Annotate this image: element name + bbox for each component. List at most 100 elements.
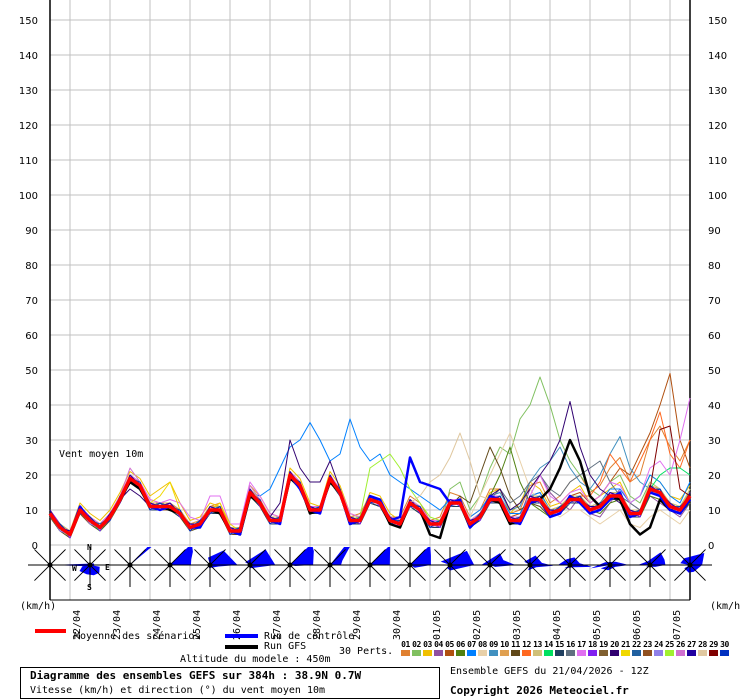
wind-rose-wedge (524, 555, 554, 571)
y-tick-label-left: 110 (19, 156, 38, 167)
x-tick-label: 30/04 (392, 610, 403, 640)
legend-mean-label: Moyenne des scénarios (74, 631, 201, 642)
y-tick-label-left: 130 (19, 86, 38, 97)
legend-mean-swatch (35, 629, 66, 633)
chart-subtitle: Vitesse (km/h) et direction (°) du vent … (30, 685, 326, 696)
legend-pert-swatch (467, 650, 476, 656)
legend-pert-number: 10 (500, 640, 509, 649)
wind-rose-wedge (290, 547, 314, 566)
y-tick-label-right: 120 (708, 121, 727, 132)
legend-pert-swatch (610, 650, 619, 656)
y-tick-label-right: 140 (708, 51, 727, 62)
legend-pert-number: 28 (698, 640, 707, 649)
legend-pert-number: 12 (522, 640, 531, 649)
legend-pert-number: 21 (621, 640, 630, 649)
title-box: Diagramme des ensembles GEFS sur 384h : … (20, 667, 440, 699)
wind-rose-wedge (245, 549, 276, 569)
wind-rose-center (407, 562, 413, 568)
legend-pert-swatch (599, 650, 608, 656)
legend-pert-number: 24 (654, 640, 663, 649)
y-tick-label-left: 150 (19, 16, 38, 27)
legend-pert-swatch (643, 650, 652, 656)
y-tick-label-right: 10 (708, 506, 721, 517)
y-tick-label-right: 90 (708, 226, 721, 237)
x-tick-label: 24/04 (152, 610, 163, 640)
legend-pert-number: 16 (566, 640, 575, 649)
legend-pert-number: 08 (478, 640, 487, 649)
series-pert-02 (49, 376, 691, 539)
legend-pert-swatch (665, 650, 674, 656)
y-tick-label-right: 30 (708, 436, 721, 447)
legend-pert-swatch (401, 650, 410, 656)
y-tick-label-left: 90 (25, 226, 38, 237)
legend-pert-number: 02 (412, 640, 421, 649)
x-tick-label: 22/04 (72, 610, 83, 640)
legend-pert-number: 25 (665, 640, 674, 649)
wind-rose-center (647, 562, 653, 568)
legend-pert-swatch (687, 650, 696, 656)
copyright: Copyright 2026 Meteociel.fr (450, 684, 629, 697)
y-tick-label-left: 100 (19, 191, 38, 202)
legend-pert-swatch (676, 650, 685, 656)
y-tick-label-right: 150 (708, 16, 727, 27)
series-pert-07 (49, 418, 691, 535)
wind-rose-center (327, 562, 333, 568)
legend-pert-swatch (500, 650, 509, 656)
legend-pert-swatch (632, 650, 641, 656)
y-tick-label-right: 0 (708, 541, 714, 552)
legend-pert-number: 05 (445, 640, 454, 649)
legend-control-label: Run de contrôle (264, 631, 355, 642)
legend-pert-swatch (709, 650, 718, 656)
series-control (48, 456, 692, 536)
legend-pert-number: 04 (434, 640, 443, 649)
legend-pert-number: 09 (489, 640, 498, 649)
wind-rose-center (207, 562, 213, 568)
legend-perts-label: 30 Perts. (339, 646, 394, 657)
wind-rose-wedge (557, 557, 592, 569)
legend-pert-number: 01 (401, 640, 410, 649)
y-tick-label-left: 0 (32, 541, 38, 552)
x-tick-label: 25/04 (192, 610, 203, 640)
wind-rose-center (527, 562, 533, 568)
legend-pert-number: 23 (643, 640, 652, 649)
wind-rose-wedge (170, 547, 193, 565)
y-axis-unit-left: (km/h) (20, 601, 57, 612)
wind-rose-center (447, 562, 453, 568)
wind-rose-center (127, 562, 133, 568)
legend-pert-number: 17 (577, 640, 586, 649)
legend-pert-swatch (720, 650, 729, 656)
legend-pert-number: 13 (533, 640, 542, 649)
legend-pert-number: 20 (610, 640, 619, 649)
x-tick-label: 26/04 (232, 610, 243, 640)
annotation-vent-moyen: Vent moyen 10m (59, 449, 144, 460)
y-tick-label-right: 70 (708, 296, 721, 307)
legend-gfs-swatch (225, 645, 258, 649)
legend-pert-number: 03 (423, 640, 432, 649)
x-tick-label: 03/05 (512, 610, 523, 640)
y-tick-label-left: 120 (19, 121, 38, 132)
y-tick-label-right: 20 (708, 471, 721, 482)
x-tick-label: 29/04 (352, 610, 363, 640)
legend-control-swatch (225, 634, 258, 638)
legend-pert-swatch (621, 650, 630, 656)
y-tick-label-left: 70 (25, 296, 38, 307)
legend-pert-number: 11 (511, 640, 520, 649)
legend-pert-swatch (566, 650, 575, 656)
wind-rose-center (167, 562, 173, 568)
wind-rose-wedge (370, 547, 391, 566)
legend-pert-swatch (445, 650, 454, 656)
wind-rose-center (687, 562, 693, 568)
y-tick-label-right: 130 (708, 86, 727, 97)
wind-rose-wedge (130, 547, 152, 565)
y-tick-label-right: 80 (708, 261, 721, 272)
legend-pert-number: 27 (687, 640, 696, 649)
wind-rose-wedge (330, 547, 350, 565)
legend-pert-number: 29 (709, 640, 718, 649)
y-tick-label-right: 60 (708, 331, 721, 342)
legend-pert-swatch (412, 650, 421, 656)
wind-rose-center (607, 562, 613, 568)
legend-pert-swatch (588, 650, 597, 656)
y-tick-label-left: 140 (19, 51, 38, 62)
legend-pert-number: 15 (555, 640, 564, 649)
